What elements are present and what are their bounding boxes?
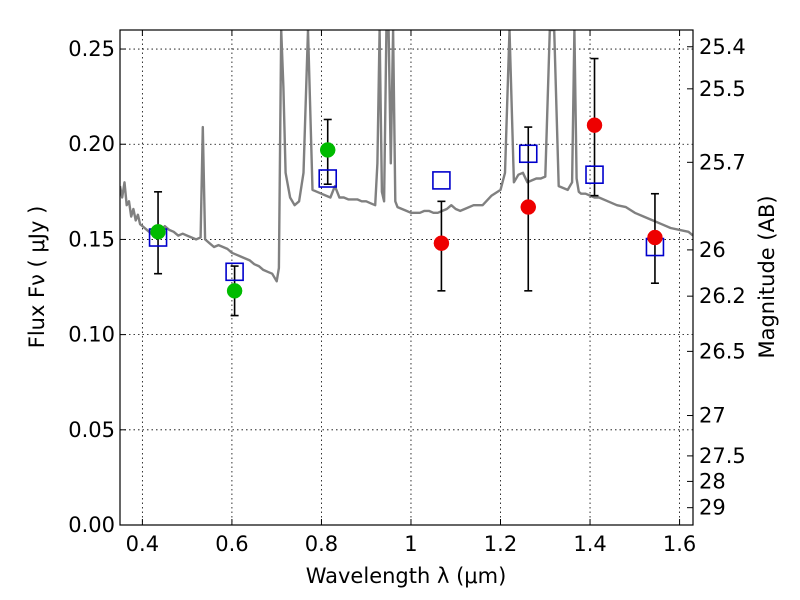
y2-tick-label: 26	[699, 238, 726, 262]
x-tick-label: 0.8	[305, 532, 338, 556]
observed-flux-point	[520, 199, 537, 215]
observed-flux-point	[150, 224, 166, 240]
y2-tick-label: 25.5	[699, 77, 746, 101]
y2-tick-label: 25.7	[699, 150, 746, 174]
y2-axis-label: Magnitude (AB)	[755, 195, 779, 358]
observed-flux-point	[647, 229, 663, 246]
y2-tick-label: 25.4	[699, 35, 746, 59]
data-layer	[120, 30, 693, 317]
x-tick-label: 0.6	[215, 532, 248, 556]
x-axis-label: Wavelength λ (μm)	[306, 564, 507, 588]
y-axis-label: Flux Fν ( μJy )	[25, 206, 49, 349]
y-tick-label: 0.25	[68, 37, 115, 61]
x-tick-label: 1.6	[663, 532, 696, 556]
observed-flux-point	[586, 117, 603, 133]
model-photometry-square	[225, 262, 244, 282]
y2-tick-label: 27	[699, 404, 726, 428]
plot-frame	[119, 29, 694, 526]
x-tick-label: 1	[404, 532, 417, 556]
y2-tick-label: 29	[699, 496, 726, 520]
model-photometry-square	[585, 165, 604, 184]
y2-tick-label: 26.2	[699, 284, 746, 308]
observed-flux-point	[319, 142, 336, 158]
y-tick-label: 0.10	[68, 323, 115, 347]
y-tick-label: 0.20	[68, 132, 115, 156]
observed-flux-point	[433, 235, 450, 251]
model-spectrum-line	[120, 30, 693, 283]
model-photometry-square	[518, 144, 538, 164]
y-tick-label: 0.00	[68, 513, 115, 537]
ticks: 0.4 0.6 0.8 1 1.2 1.4 1.6 0.00 0.05 0.10 0.15 0.20 0…	[68, 30, 746, 556]
x-tick-label: 0.4	[126, 532, 159, 556]
x-tick-label: 1.2	[484, 532, 517, 556]
x-tick-label: 1.4	[573, 532, 606, 556]
model-photometry-square	[318, 169, 338, 188]
y-tick-label: 0.05	[68, 418, 115, 442]
plot-background	[120, 30, 693, 525]
model-photometry-square	[432, 171, 451, 190]
y2-tick-label: 28	[699, 469, 726, 493]
observed-flux-point	[226, 283, 243, 299]
y2-tick-label: 27.5	[699, 444, 746, 468]
y-tick-label: 0.15	[68, 227, 115, 251]
y2-tick-label: 26.5	[699, 339, 746, 363]
